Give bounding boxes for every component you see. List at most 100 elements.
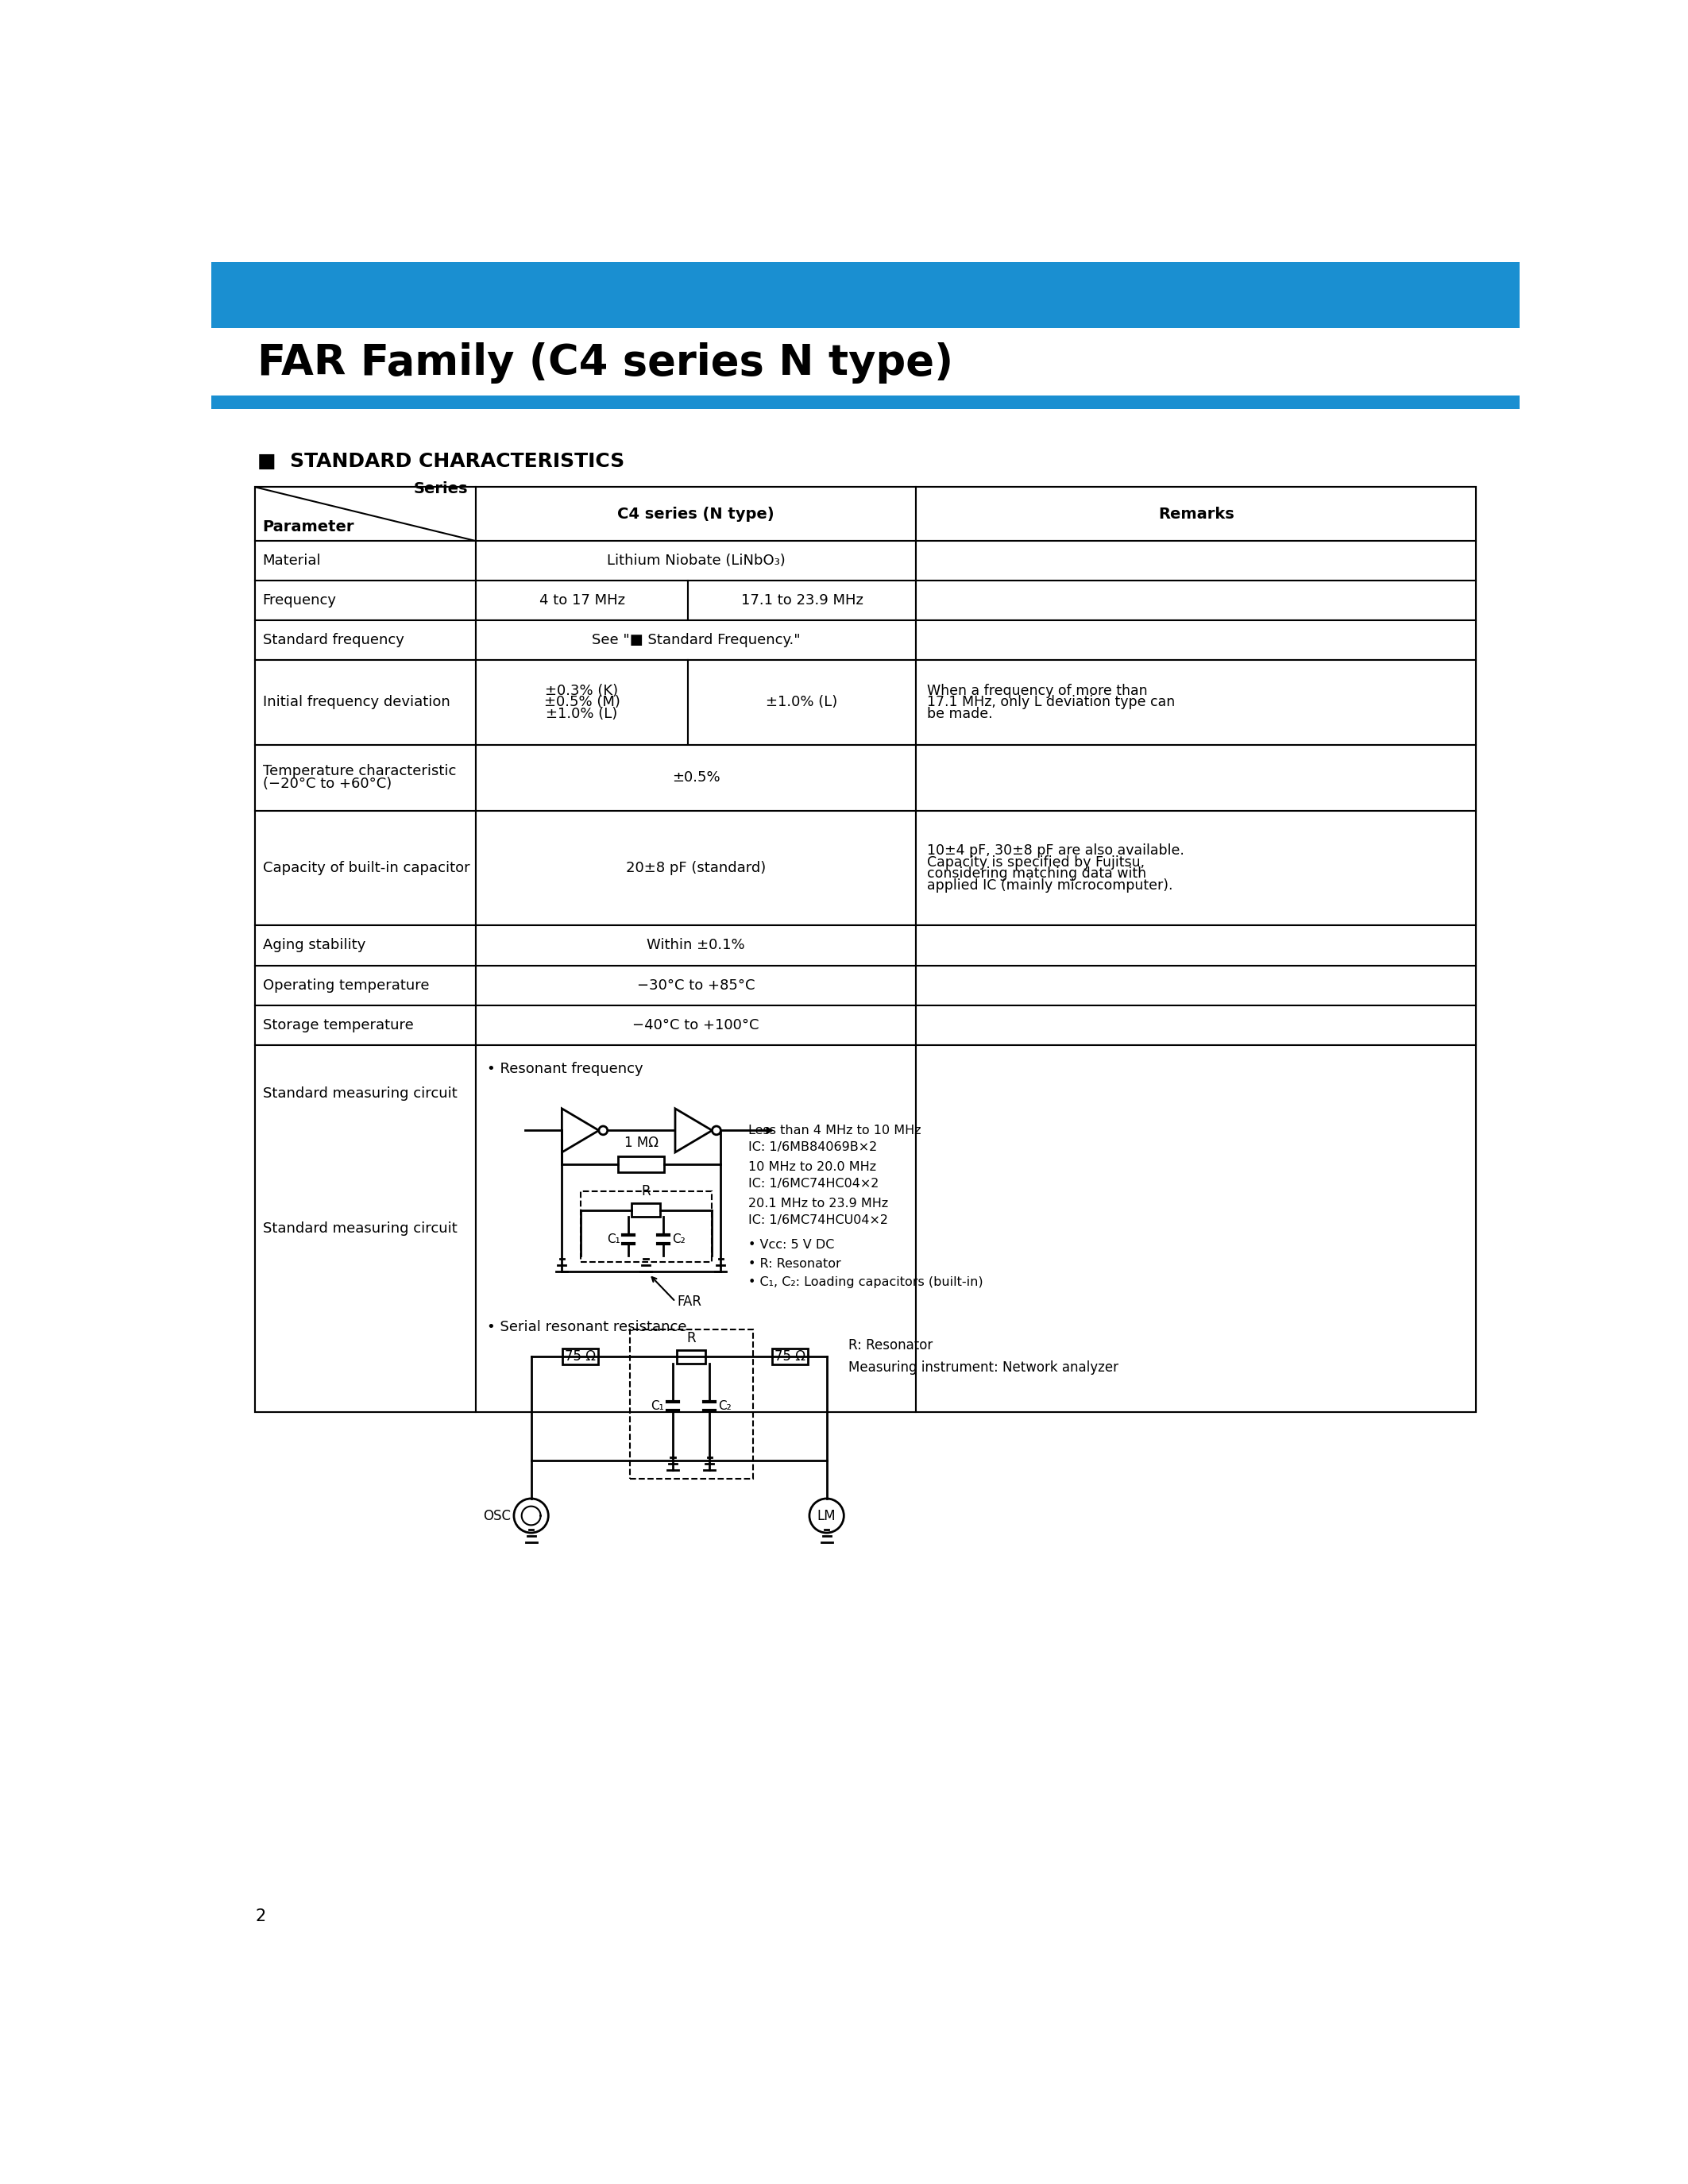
Bar — [771, 1350, 807, 1365]
Text: −30°C to +85°C: −30°C to +85°C — [636, 978, 755, 992]
Text: 4 to 17 MHz: 4 to 17 MHz — [538, 594, 625, 607]
Bar — [917, 1005, 1475, 1044]
Text: considering matching data with: considering matching data with — [927, 867, 1146, 880]
Bar — [476, 926, 917, 965]
Bar — [917, 542, 1475, 581]
Text: • Resonant frequency: • Resonant frequency — [486, 1061, 643, 1077]
Text: 17.1 to 23.9 MHz: 17.1 to 23.9 MHz — [741, 594, 863, 607]
Polygon shape — [562, 1109, 599, 1153]
Text: FAR: FAR — [677, 1295, 701, 1308]
Text: 10±4 pF, 30±8 pF are also available.: 10±4 pF, 30±8 pF are also available. — [927, 843, 1185, 858]
Bar — [476, 487, 917, 542]
Bar — [255, 620, 476, 660]
Bar — [581, 1192, 712, 1262]
Polygon shape — [675, 1109, 712, 1153]
Text: ±0.3% (K): ±0.3% (K) — [545, 684, 618, 699]
Circle shape — [712, 1127, 721, 1136]
Bar — [255, 487, 1475, 1411]
Text: 20±8 pF (standard): 20±8 pF (standard) — [626, 860, 766, 876]
Text: Standard measuring circuit: Standard measuring circuit — [263, 1088, 457, 1101]
Bar — [211, 262, 1519, 328]
Text: C4 series (N type): C4 series (N type) — [618, 507, 775, 522]
Bar — [255, 660, 476, 745]
Bar — [917, 660, 1475, 745]
Bar — [476, 581, 689, 620]
Text: Initial frequency deviation: Initial frequency deviation — [263, 695, 451, 710]
Text: (−20°C to +60°C): (−20°C to +60°C) — [263, 778, 392, 791]
Text: FAR Family (C4 series N type): FAR Family (C4 series N type) — [257, 343, 954, 384]
Text: • Serial resonant resistance: • Serial resonant resistance — [486, 1319, 687, 1334]
Bar — [917, 1044, 1475, 1411]
Text: 17.1 MHz, only L deviation type can: 17.1 MHz, only L deviation type can — [927, 695, 1175, 710]
Text: R: R — [687, 1330, 695, 1345]
Bar — [917, 487, 1475, 542]
Text: Standard measuring circuit: Standard measuring circuit — [263, 1221, 457, 1236]
Bar — [255, 1044, 476, 1411]
Bar — [476, 965, 917, 1005]
Text: ±0.5%: ±0.5% — [672, 771, 719, 784]
Circle shape — [599, 1127, 608, 1136]
Bar — [476, 745, 917, 810]
Text: C₂: C₂ — [672, 1234, 685, 1245]
Bar — [618, 1155, 665, 1173]
Text: 75 Ω: 75 Ω — [775, 1350, 805, 1363]
Text: Storage temperature: Storage temperature — [263, 1018, 414, 1033]
Bar — [917, 620, 1475, 660]
Text: C₁: C₁ — [652, 1400, 663, 1411]
Text: When a frequency of more than: When a frequency of more than — [927, 684, 1148, 699]
Text: R: Resonator
Measuring instrument: Network analyzer: R: Resonator Measuring instrument: Netwo… — [847, 1339, 1117, 1376]
Bar — [255, 1005, 476, 1044]
Bar — [255, 487, 476, 542]
Text: Series: Series — [414, 480, 468, 496]
Text: ■  STANDARD CHARACTERISTICS: ■ STANDARD CHARACTERISTICS — [257, 452, 625, 472]
Bar — [476, 660, 689, 745]
Bar — [255, 581, 476, 620]
Text: 20.1 MHz to 23.9 MHz
IC: 1/6MC74HCU04×2: 20.1 MHz to 23.9 MHz IC: 1/6MC74HCU04×2 — [748, 1197, 888, 1225]
Text: 2: 2 — [255, 1909, 265, 1924]
Bar — [211, 395, 1519, 408]
Text: 10 MHz to 20.0 MHz
IC: 1/6MC74HC04×2: 10 MHz to 20.0 MHz IC: 1/6MC74HC04×2 — [748, 1162, 879, 1190]
Bar — [689, 660, 917, 745]
Text: ±0.5% (M): ±0.5% (M) — [544, 695, 619, 710]
Bar — [476, 810, 917, 926]
Text: OSC: OSC — [483, 1509, 511, 1522]
Bar — [476, 1005, 917, 1044]
Text: Capacity is specified by Fujitsu,: Capacity is specified by Fujitsu, — [927, 856, 1144, 869]
Text: LM: LM — [817, 1509, 836, 1522]
Bar — [917, 810, 1475, 926]
Text: Within ±0.1%: Within ±0.1% — [647, 939, 744, 952]
Bar — [562, 1350, 598, 1365]
Text: Material: Material — [263, 555, 321, 568]
Bar — [255, 810, 476, 926]
Bar — [255, 542, 476, 581]
Bar — [917, 581, 1475, 620]
Bar — [476, 620, 917, 660]
Bar — [255, 965, 476, 1005]
Text: Less than 4 MHz to 10 MHz
IC: 1/6MB84069B×2: Less than 4 MHz to 10 MHz IC: 1/6MB84069… — [748, 1125, 922, 1153]
Text: C₂: C₂ — [719, 1400, 731, 1411]
Bar — [917, 926, 1475, 965]
Bar — [917, 965, 1475, 1005]
Bar — [476, 542, 917, 581]
Text: Aging stability: Aging stability — [263, 939, 366, 952]
Text: be made.: be made. — [927, 708, 993, 721]
Text: −40°C to +100°C: −40°C to +100°C — [633, 1018, 760, 1033]
Text: Standard frequency: Standard frequency — [263, 633, 403, 646]
Text: Lithium Niobate (LiNbO₃): Lithium Niobate (LiNbO₃) — [606, 555, 785, 568]
Text: Parameter: Parameter — [263, 520, 354, 535]
Text: Frequency: Frequency — [263, 594, 336, 607]
Bar — [917, 745, 1475, 810]
Text: • Vcc: 5 V DC
• R: Resonator
• C₁, C₂: Loading capacitors (built-in): • Vcc: 5 V DC • R: Resonator • C₁, C₂: L… — [748, 1238, 984, 1289]
Circle shape — [809, 1498, 844, 1533]
Text: C₁: C₁ — [606, 1234, 619, 1245]
Circle shape — [513, 1498, 549, 1533]
Text: ±1.0% (L): ±1.0% (L) — [547, 708, 618, 721]
Text: R: R — [641, 1184, 650, 1199]
Bar — [630, 1330, 753, 1479]
Text: Remarks: Remarks — [1158, 507, 1234, 522]
Bar — [677, 1350, 706, 1363]
Bar — [476, 1044, 917, 1411]
Text: See "■ Standard Frequency.": See "■ Standard Frequency." — [591, 633, 800, 646]
Text: Temperature characteristic: Temperature characteristic — [263, 764, 456, 780]
Bar — [631, 1203, 660, 1216]
